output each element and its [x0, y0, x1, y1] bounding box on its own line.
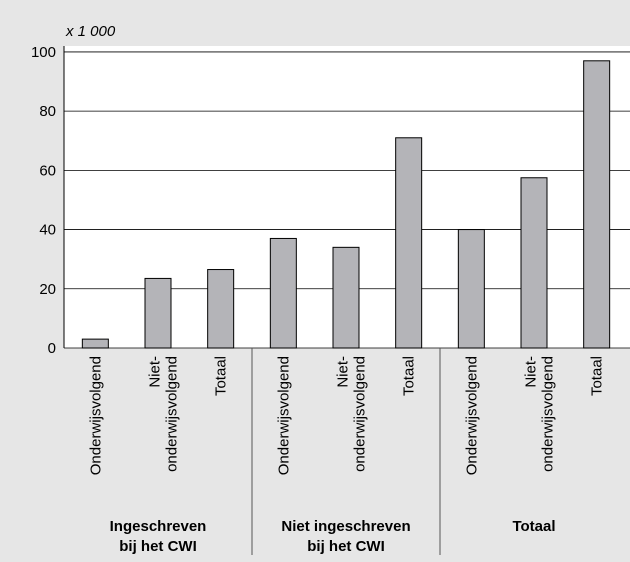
x-tick-label: Onderwijsvolgend [463, 356, 480, 475]
bar [520, 177, 548, 349]
bar [395, 137, 423, 349]
y-tick-label: 20 [39, 281, 56, 298]
x-tick-label: Totaal [589, 356, 606, 396]
x-tick-label: Totaal [213, 356, 230, 396]
bar [81, 338, 109, 349]
bar [269, 237, 297, 349]
group-label: Ingeschreven bij het CWI [110, 518, 207, 555]
x-tick-label: Niet-onderwijsvolgend [147, 356, 181, 472]
bar [583, 60, 611, 349]
bar [457, 229, 485, 349]
y-tick-label: 60 [39, 162, 56, 179]
x-tick-label: Niet-onderwijsvolgend [335, 356, 369, 472]
y-tick-label: 100 [31, 44, 56, 61]
bar [332, 246, 360, 349]
x-tick-label: Totaal [401, 356, 418, 396]
group-label: Niet ingeschreven bij het CWI [281, 518, 410, 555]
group-label: Totaal [512, 518, 555, 535]
bar [144, 277, 172, 349]
y-tick-label: 80 [39, 103, 56, 120]
y-tick-label: 40 [39, 222, 56, 239]
unit-label: x 1 000 [65, 23, 116, 40]
bar [207, 269, 235, 349]
x-tick-label: Niet-onderwijsvolgend [523, 356, 557, 472]
x-tick-label: Onderwijsvolgend [275, 356, 292, 475]
y-tick-label: 0 [48, 340, 56, 357]
x-tick-label: Onderwijsvolgend [87, 356, 104, 475]
